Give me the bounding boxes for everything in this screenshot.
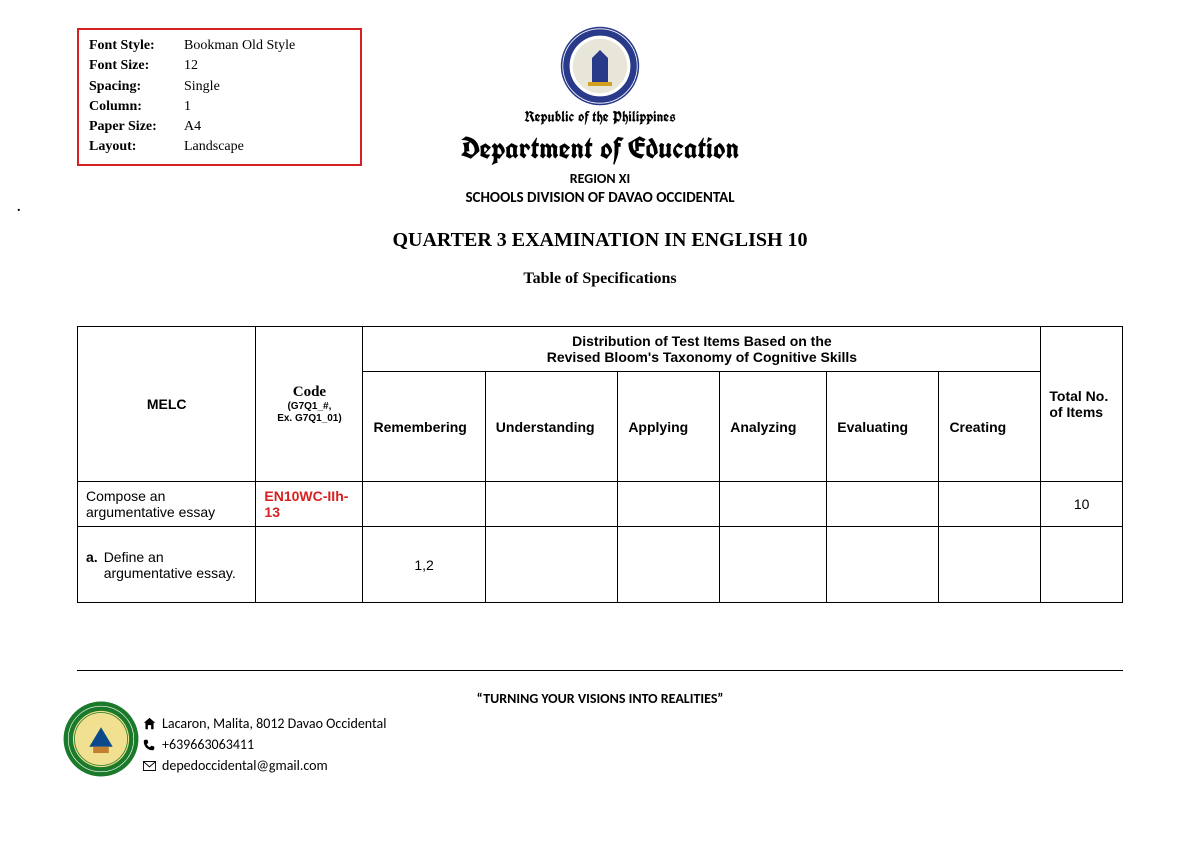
cognitive-col-header: Applying: [618, 372, 720, 482]
distribution-header: Distribution of Test Items Based on theR…: [363, 327, 1041, 372]
tos-subtitle: Table of Specifications: [0, 270, 1200, 288]
division-line: SCHOOLS DIVISION OF DAVAO OCCIDENTAL: [0, 189, 1200, 207]
table-row: MELC Code (G7Q1_#, Ex. G7Q1_01) Distribu…: [78, 327, 1123, 372]
cognitive-col-header: Creating: [939, 372, 1041, 482]
total-cell: 10: [1041, 482, 1123, 527]
value-cell: [720, 482, 827, 527]
footer-divider: [77, 670, 1123, 671]
specifications-table: MELC Code (G7Q1_#, Ex. G7Q1_01) Distribu…: [77, 326, 1123, 603]
value-cell: [827, 527, 939, 603]
format-label: Font Size:: [89, 56, 184, 76]
value-cell: [827, 482, 939, 527]
contact-address: Lacaron, Malita, 8012 Davao Occidental: [142, 713, 386, 734]
format-value: Single: [184, 77, 220, 97]
code-header-main: Code: [264, 383, 354, 401]
value-cell: [363, 482, 485, 527]
code-cell: [256, 527, 363, 603]
cognitive-col-header: Analyzing: [720, 372, 827, 482]
format-row: Spacing:Single: [89, 77, 350, 97]
table-row: Compose an argumentative essay EN10WC-II…: [78, 482, 1123, 527]
value-cell: 1,2: [363, 527, 485, 603]
department-line: Department of Education: [0, 129, 1200, 168]
document-header: Republic of the Philippines Department o…: [0, 108, 1200, 288]
email-icon: [142, 760, 156, 772]
format-row: Font Size:12: [89, 56, 350, 76]
format-value: 12: [184, 56, 198, 76]
code-cell: EN10WC-IIh-13: [256, 482, 363, 527]
melc-cell: Compose an argumentative essay: [78, 482, 256, 527]
contact-block: Lacaron, Malita, 8012 Davao Occidental +…: [142, 713, 386, 776]
format-value: Bookman Old Style: [184, 36, 295, 56]
format-label: Font Style:: [89, 36, 184, 56]
value-cell: [485, 482, 618, 527]
total-header: Total No. of Items: [1041, 327, 1123, 482]
value-cell: [485, 527, 618, 603]
footer-motto: “TURNING YOUR VISIONS INTO REALITIES”: [0, 690, 1200, 707]
contact-email: depedoccidental@gmail.com: [142, 755, 386, 776]
total-cell: [1041, 527, 1123, 603]
code-header-sub: (G7Q1_#,: [264, 401, 354, 413]
sub-text: Define an argumentative essay.: [104, 549, 248, 581]
format-label: Spacing:: [89, 77, 184, 97]
deped-seal-icon: [560, 26, 640, 106]
code-header-sub: Ex. G7Q1_01): [264, 413, 354, 425]
sub-index: a.: [86, 549, 98, 581]
home-icon: [142, 717, 156, 730]
division-seal-icon: [62, 700, 140, 778]
region-line: REGION XI: [0, 170, 1200, 187]
format-row: Font Style:Bookman Old Style: [89, 36, 350, 56]
distribution-header-text: Distribution of Test Items Based on theR…: [547, 333, 857, 365]
value-cell: [618, 482, 720, 527]
table-row: a. Define an argumentative essay. 1,2: [78, 527, 1123, 603]
cognitive-col-header: Remembering: [363, 372, 485, 482]
email-text: depedoccidental@gmail.com: [162, 755, 328, 776]
phone-text: +639663063411: [162, 734, 254, 755]
melc-header: MELC: [78, 327, 256, 482]
value-cell: [618, 527, 720, 603]
value-cell: [939, 482, 1041, 527]
contact-phone: +639663063411: [142, 734, 386, 755]
phone-icon: [142, 739, 156, 751]
exam-title: QUARTER 3 EXAMINATION IN ENGLISH 10: [0, 229, 1200, 252]
code-header: Code (G7Q1_#, Ex. G7Q1_01): [256, 327, 363, 482]
stray-dot: .: [17, 200, 21, 216]
cognitive-col-header: Evaluating: [827, 372, 939, 482]
melc-cell: a. Define an argumentative essay.: [78, 527, 256, 603]
value-cell: [720, 527, 827, 603]
republic-line: Republic of the Philippines: [0, 108, 1200, 127]
value-cell: [939, 527, 1041, 603]
address-text: Lacaron, Malita, 8012 Davao Occidental: [162, 713, 386, 734]
cognitive-col-header: Understanding: [485, 372, 618, 482]
